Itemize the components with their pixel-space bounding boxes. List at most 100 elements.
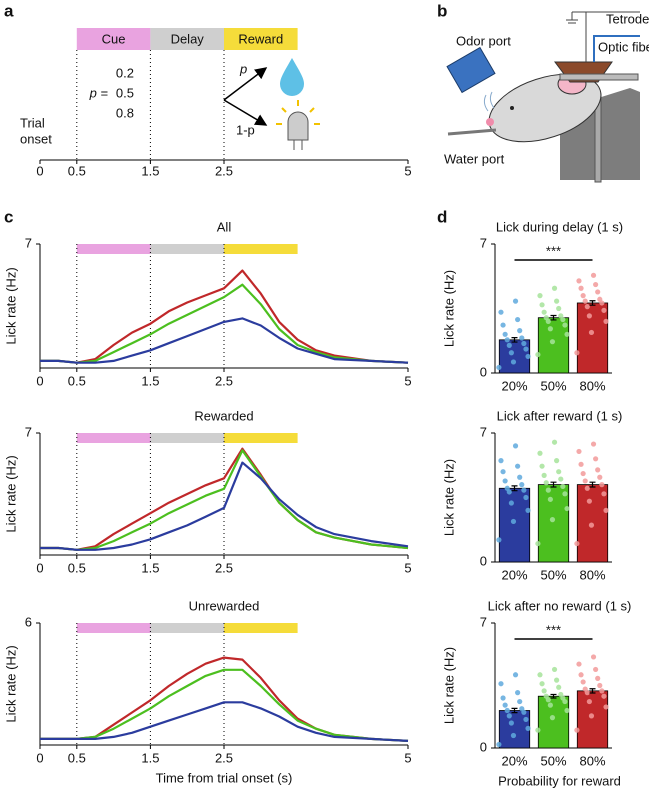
data-point [537,450,543,456]
x-tick-label: 1.5 [141,373,159,388]
error-bar [550,693,557,699]
epoch-bar [76,244,151,254]
x-tick-label: 0.5 [68,750,86,765]
data-point [523,346,529,352]
data-point [535,351,541,358]
x-tick-label: 2.5 [215,560,233,575]
data-point [500,322,506,328]
data-point [539,302,545,308]
data-point [541,309,547,315]
data-point [521,487,527,493]
data-point [517,474,523,480]
data-point [597,682,603,689]
data-point [595,675,601,681]
x-tick-label: 1.5 [141,560,159,575]
chart-title: Lick after no reward (1 s) [488,598,632,613]
data-point [547,496,553,502]
data-point [556,305,562,312]
y-axis-label: Lick rate (Hz) [441,270,456,347]
data-point [578,461,584,467]
data-point [562,491,568,497]
x-tick-label: 20% [501,378,527,393]
epoch-bar [76,28,151,50]
data-point [508,350,514,356]
chart-title: All [217,219,232,234]
data-point [498,681,504,687]
data-point [539,681,545,687]
x-tick-label: 2.5 [215,163,233,178]
data-point [558,476,564,482]
significance-label: *** [546,622,561,637]
error-bar [589,481,596,488]
x-tick-label: 0 [36,373,43,388]
data-point [603,507,609,513]
y-axis-label: Lick rate (Hz) [441,647,456,724]
error-bar [511,707,518,714]
branch-label: p [239,61,247,76]
x-tick-label: 0.5 [68,163,86,178]
data-point [601,491,607,497]
epoch-bar [150,433,224,443]
y-axis-label: Lick rate (Hz) [3,645,18,722]
x-tick-label: 20% [501,753,527,768]
data-point [601,693,607,699]
epoch-bar [76,623,151,633]
panel-label: b [437,1,447,20]
panel-label: a [4,1,14,20]
data-point [537,293,543,299]
x-tick-label: 2.5 [215,750,233,765]
data-point [500,469,506,475]
line [40,461,409,551]
data-point [521,340,527,347]
branch-arrow [223,67,268,101]
trial-onset: onset [20,131,52,146]
data-point [504,485,510,491]
data-point [525,353,531,360]
data-point [554,298,560,304]
data-point [515,316,521,323]
data-point [549,715,556,721]
error-bar [550,481,557,488]
chart-title: Rewarded [194,408,253,423]
y-tick-label: 0 [480,364,487,379]
data-point [560,483,566,490]
data-point [523,716,529,723]
data-point [504,707,510,714]
x-tick-label: 80% [579,378,605,393]
y-axis-label: Lick rate (Hz) [441,459,456,536]
data-point [599,482,605,488]
data-point [539,463,545,469]
line [40,269,409,364]
data-point [537,672,543,678]
data-point [588,329,595,336]
data-point [541,472,547,478]
data-point [496,537,502,543]
data-point [603,318,609,324]
error-bar [550,314,557,321]
data-point [588,713,595,719]
line [40,668,409,742]
setup-illustration [446,11,640,183]
y-tick-label: 6 [25,614,32,629]
y-tick-label: 7 [25,235,32,250]
data-point [512,672,519,678]
data-point [590,441,597,447]
data-point [523,494,529,501]
x-tick-label: 5 [404,560,411,575]
data-point [535,540,541,547]
data-point [558,313,564,319]
data-point [574,540,580,547]
line [40,283,409,364]
error-bar [589,300,596,306]
data-point [595,467,601,473]
x-tick-label: 50% [540,567,566,582]
data-point [515,463,521,469]
data-point [564,331,570,337]
x-tick-label: 1.5 [141,163,159,178]
data-point [506,713,512,719]
error-bar [589,688,596,694]
data-point [590,654,597,660]
branch-arrow [223,99,268,126]
data-point [551,439,558,445]
p-equals: p = [89,85,109,100]
